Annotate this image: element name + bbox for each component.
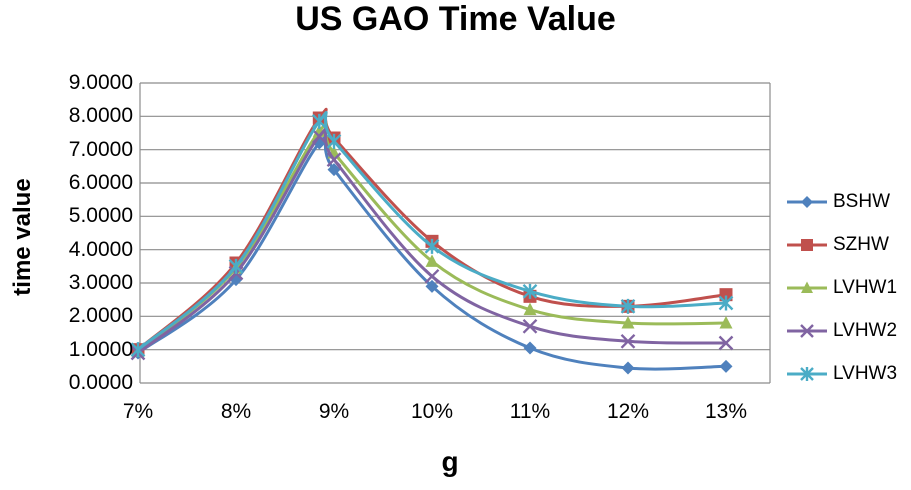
x-marker-icon: [620, 333, 636, 349]
diamond-marker-icon: [327, 163, 341, 177]
x-marker-icon: [718, 335, 734, 351]
asterisk-marker-icon: [311, 113, 327, 129]
legend-label: BSHW: [833, 191, 890, 212]
x-tick-label: 8%: [220, 400, 252, 423]
x-marker-icon: [311, 128, 327, 144]
legend-marker-icon: [787, 195, 827, 208]
x-marker-icon: [800, 323, 814, 338]
asterisk-marker-icon: [326, 133, 342, 149]
asterisk-marker-icon: [130, 342, 146, 358]
asterisk-marker-icon: [800, 366, 814, 381]
diamond-marker-icon: [719, 359, 733, 373]
legend-label: LVHW3: [833, 363, 898, 384]
series-line-LVHW3: [136, 111, 728, 352]
legend-label: SZHW: [833, 234, 889, 255]
asterisk-marker-icon: [620, 298, 636, 314]
x-marker-icon: [424, 268, 440, 284]
diamond-marker-icon: [425, 279, 439, 293]
series-line-BSHW: [136, 134, 728, 371]
diamond-marker-icon: [621, 361, 635, 375]
x-marker-icon: [326, 152, 342, 168]
legend-label: LVHW1: [833, 277, 898, 298]
legend: BSHW SZHW LVHW1 LVHW2 LVHW3: [786, 188, 897, 387]
y-tick-label: 6.0000: [68, 171, 133, 194]
legend-item-SZHW: SZHW: [786, 231, 897, 258]
x-tick-label: 9%: [318, 400, 350, 423]
triangle-marker-icon: [801, 281, 813, 293]
square-marker-icon: [719, 288, 733, 302]
legend-item-LVHW3: LVHW3: [786, 360, 897, 387]
legend-marker-icon: [787, 323, 827, 338]
asterisk-marker-icon: [424, 238, 440, 254]
y-tick-label: 7.0000: [68, 137, 133, 161]
diamond-marker-icon: [523, 341, 537, 355]
chart-title: US GAO Time Value: [295, 0, 616, 38]
x-tick-label: 13%: [704, 400, 748, 423]
legend-item-BSHW: BSHW: [786, 188, 897, 215]
x-tick-label: 11%: [509, 400, 551, 423]
square-marker-icon: [801, 238, 813, 251]
series-line-SZHW: [136, 107, 728, 352]
x-tick-label: 10%: [410, 400, 454, 423]
x-marker-icon: [522, 318, 538, 334]
legend-item-LVHW2: LVHW2: [786, 317, 897, 344]
y-tick-label: 9.0000: [68, 71, 133, 94]
asterisk-marker-icon: [718, 295, 734, 311]
diamond-marker-icon: [801, 195, 813, 208]
asterisk-marker-icon: [522, 283, 538, 299]
legend-marker-icon: [787, 281, 827, 293]
y-tick-label: 0.0000: [68, 371, 133, 394]
y-tick-label: 3.0000: [68, 271, 133, 294]
legend-marker-icon: [787, 366, 827, 381]
y-tick-label: 8.0000: [68, 104, 133, 128]
legend-item-LVHW1: LVHW1: [786, 274, 897, 301]
series-SZHW: [131, 107, 733, 357]
y-tick-label: 5.0000: [68, 204, 133, 228]
x-tick-label: 12%: [606, 400, 650, 423]
series-LVHW3: [130, 111, 734, 358]
x-tick-label: 7%: [122, 400, 154, 423]
x-axis-title: g: [441, 446, 459, 477]
triangle-marker-icon: [719, 316, 733, 329]
y-tick-label: 1.0000: [68, 337, 133, 361]
legend-label: LVHW2: [833, 320, 898, 341]
legend-marker-icon: [787, 238, 827, 251]
triangle-marker-icon: [621, 316, 635, 329]
y-tick-label: 4.0000: [68, 237, 133, 261]
asterisk-marker-icon: [228, 258, 244, 274]
y-tick-label: 2.0000: [68, 304, 133, 328]
triangle-marker-icon: [523, 302, 537, 316]
triangle-marker-icon: [425, 254, 439, 267]
